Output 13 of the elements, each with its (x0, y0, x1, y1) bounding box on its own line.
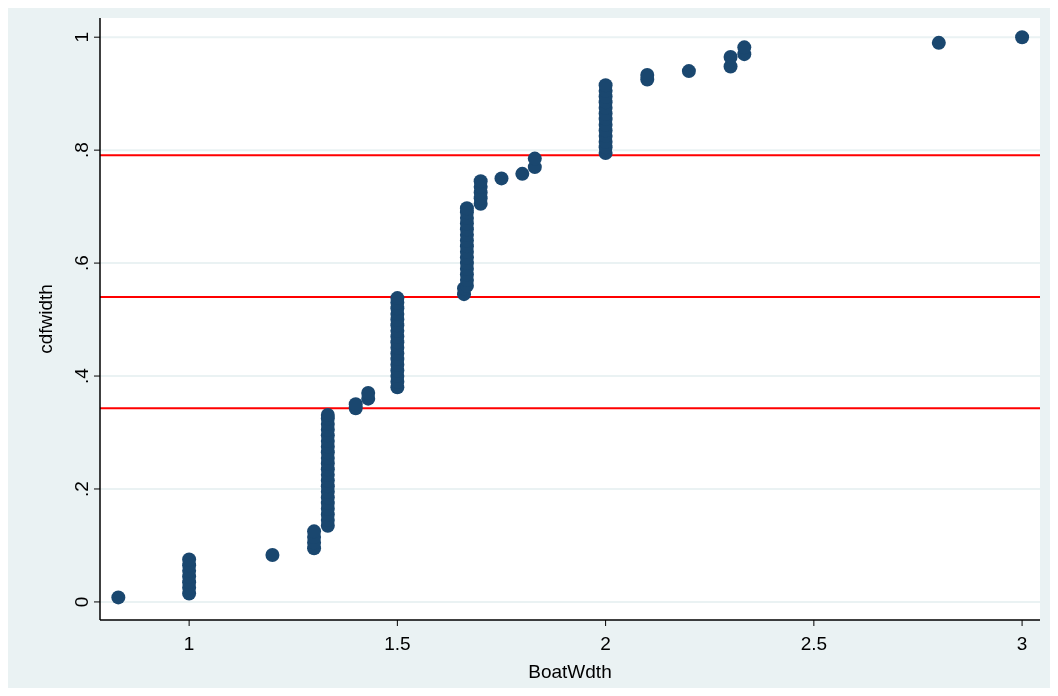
x-tick-label: 1.5 (384, 633, 411, 654)
y-tick-label: 0 (71, 596, 92, 608)
y-tick-label: .4 (71, 367, 92, 384)
x-axis-title: BoatWdth (528, 661, 612, 682)
x-tick-label: 2 (600, 633, 611, 654)
x-tick-label: 1 (183, 633, 195, 654)
y-tick-label: .6 (71, 255, 92, 272)
y-tick-label: .2 (71, 481, 92, 497)
y-tick-label: .8 (71, 142, 92, 159)
y-axis-title: cdfwidth (35, 284, 56, 354)
y-tick-label: 1 (71, 31, 92, 43)
x-tick-label: 2.5 (800, 633, 828, 654)
x-tick-label: 3 (1016, 633, 1028, 654)
